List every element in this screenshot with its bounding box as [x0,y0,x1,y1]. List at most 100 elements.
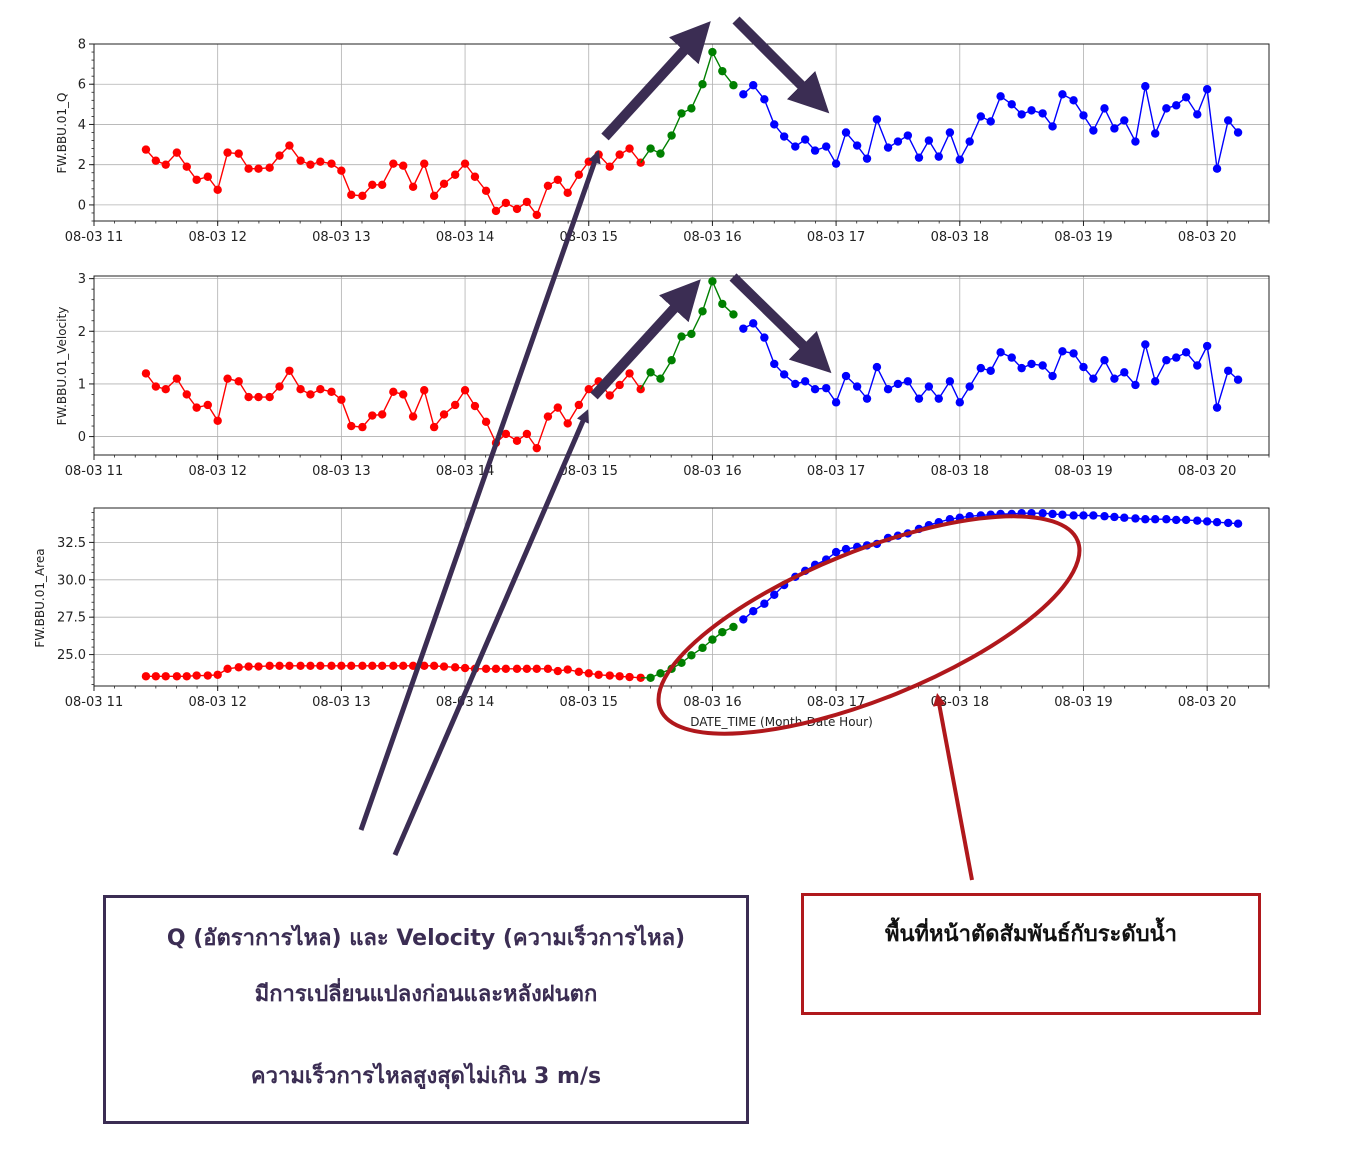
data-point [708,635,717,644]
chart-panel-1: 08-03 11 08-03 12 08-03 13 08-03 14 08-03 15… [55,38,1270,245]
x-tick-label: 08-03 11 [65,230,123,245]
x-tick-label: 08-03 18 [931,230,989,245]
arrow-to-area-plot [933,692,974,881]
data-point [1069,511,1078,520]
data-point [1027,359,1036,369]
data-point [161,672,170,681]
series-line-2 [640,50,734,164]
data-point [760,599,769,608]
data-point [1058,510,1067,519]
data-point [408,182,418,192]
data-point [872,362,882,372]
data-point [822,142,831,151]
data-point [996,92,1005,101]
data-point [254,392,263,402]
data-point [1027,106,1036,115]
data-point [532,664,541,673]
data-point [852,382,862,391]
arrow-to-velocity-plot [392,409,589,856]
arrow-to-q-plot [358,150,601,831]
y-tick-label: 8 [78,38,86,53]
data-point [543,412,553,421]
data-point [1110,512,1119,522]
data-point [779,370,789,379]
data-point [460,386,470,395]
y-axis-label: FW.BBU.01_Area [33,548,47,647]
x-tick-label: 08-03 20 [1178,230,1236,245]
data-point [420,386,429,395]
data-point [1048,371,1057,381]
data-point [377,410,387,419]
data-point [1202,517,1212,526]
data-point [1193,361,1202,370]
data-point [347,421,356,431]
data-point [296,384,305,394]
data-point [1131,514,1140,523]
data-point [831,547,841,557]
x-tick-label: 08-03 15 [560,464,618,479]
data-point [1100,356,1109,365]
data-point [739,90,748,99]
data-point [192,671,201,680]
data-point [739,324,748,333]
data-point [553,175,563,184]
x-tick-label: 08-03 14 [436,695,494,710]
data-point [285,661,294,671]
data-point [625,144,634,153]
data-point [934,152,943,161]
data-point [491,206,501,216]
data-point [151,672,161,681]
data-point [1223,518,1233,528]
data-point [234,377,243,386]
data-point [594,670,603,679]
data-point [729,310,738,319]
x-tick-label: 08-03 11 [65,464,123,479]
y-tick-label: 0 [78,198,86,213]
y-tick-label: 25.0 [57,648,86,663]
data-point [574,667,584,676]
data-point [172,374,182,383]
x-tick-label: 08-03 18 [931,464,989,479]
data-point [563,419,572,428]
falling-arrow-velocity [729,273,832,374]
data-point [698,643,707,653]
data-point [841,128,851,137]
data-point [1193,110,1202,119]
data-point [213,416,222,425]
data-point [1141,340,1150,349]
data-point [883,143,893,152]
data-point [841,371,851,381]
data-point [512,204,522,214]
data-point [244,662,253,671]
data-point [687,329,696,339]
data-point [810,384,820,394]
x-tick-label: 08-03 12 [188,464,246,479]
y-tick-label: 6 [78,78,86,93]
data-point [151,382,161,391]
data-point [1212,518,1222,527]
data-point [501,198,511,208]
data-point [182,390,191,399]
data-point [1058,347,1067,356]
data-point [791,142,800,151]
data-point [1212,164,1222,173]
y-tick-label: 30.0 [57,573,86,588]
data-point [265,661,274,671]
data-point [306,661,315,671]
data-point [739,615,748,624]
data-point [687,104,696,113]
y-tick-label: 2 [78,158,86,173]
data-point [800,377,810,386]
data-point [718,627,727,637]
data-point [553,403,563,412]
plot-frame [93,275,1270,456]
data-point [470,401,480,411]
data-point [141,672,151,681]
data-point [203,671,212,680]
data-point [429,191,439,201]
data-point [563,188,572,198]
falling-arrow-q [732,16,830,114]
data-point [1181,348,1191,357]
data-point [955,155,964,164]
data-point [450,170,460,179]
